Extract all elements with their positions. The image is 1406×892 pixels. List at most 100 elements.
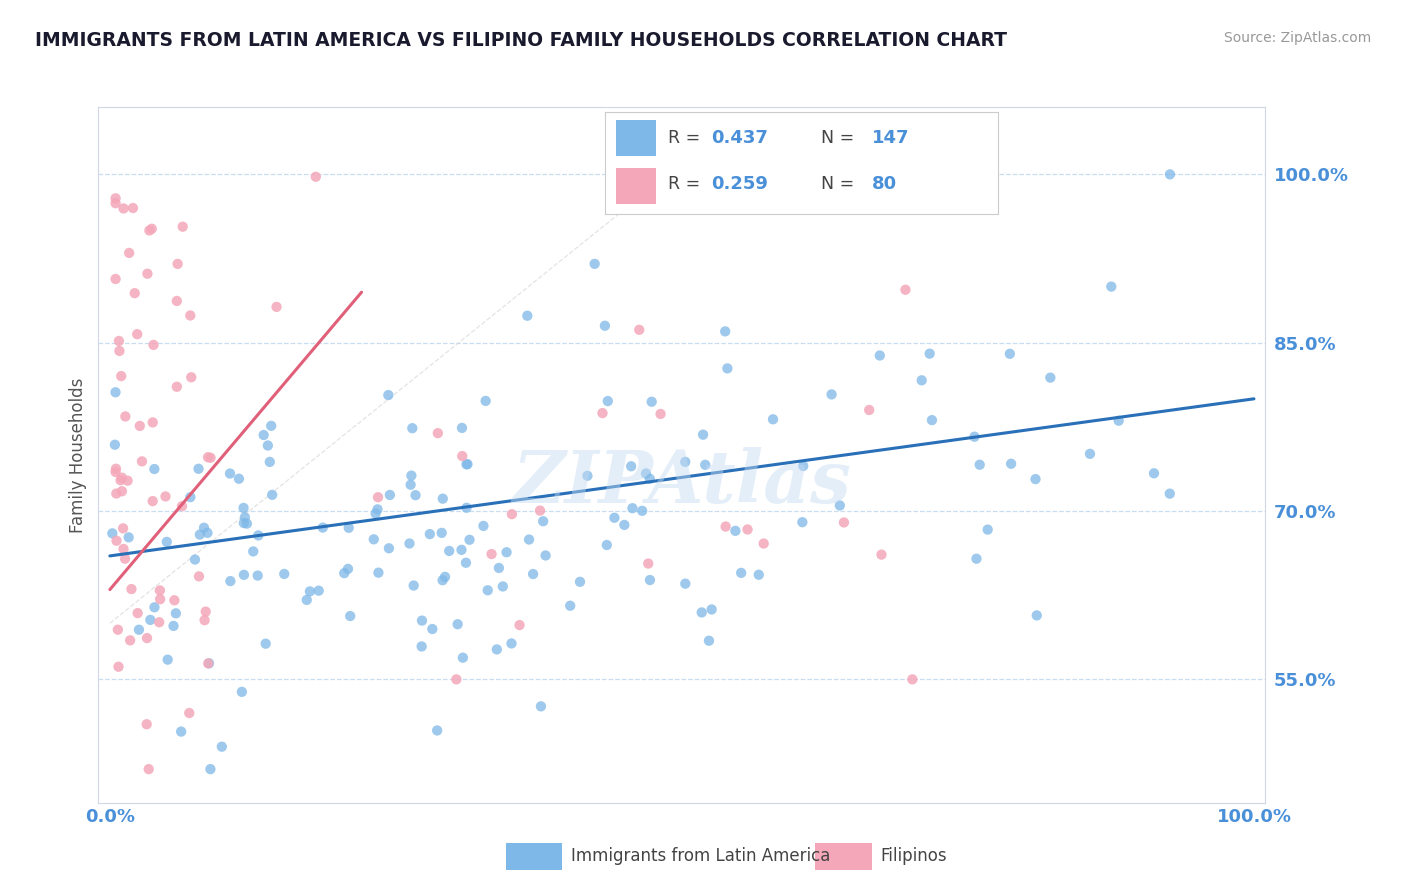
Point [104,385,127,400]
Point [737,523,759,537]
Point [111,484,134,499]
Point [308,583,330,598]
Point [165,607,187,621]
Point [155,490,177,504]
Point [219,467,242,481]
Point [107,659,129,673]
Point [228,472,250,486]
Bar [616,120,655,155]
Point [638,472,661,486]
Point [1159,486,1181,500]
Point [998,347,1021,361]
Text: ZIPAtlas: ZIPAtlas [513,447,851,518]
Text: R =: R = [668,175,706,193]
Point [451,449,474,463]
Point [1039,370,1062,384]
Point [401,421,423,435]
Point [426,426,449,441]
Point [232,500,254,515]
Point [492,579,515,593]
Point [128,419,150,434]
Point [714,324,737,338]
Point [637,557,659,571]
Point [1159,167,1181,181]
Point [198,657,221,671]
Point [501,507,523,521]
Point [120,582,142,596]
Point [1143,467,1166,481]
Point [193,613,215,627]
Point [194,605,217,619]
Point [700,602,723,616]
Point [832,516,855,530]
Point [437,544,460,558]
Text: N =: N = [821,175,860,193]
Point [402,578,425,592]
Point [965,551,987,566]
Point [233,510,256,524]
Point [401,468,423,483]
Point [193,521,215,535]
Point [110,473,132,487]
Point [456,458,478,472]
Point [122,201,145,215]
Point [1099,279,1122,293]
Point [108,343,131,358]
Point [596,538,619,552]
Point [501,636,523,650]
Text: 0.259: 0.259 [711,175,768,193]
Point [451,421,474,435]
Point [858,403,880,417]
Point [517,533,540,547]
Point [333,566,356,581]
Point [530,699,553,714]
Point [104,438,127,452]
Point [236,516,259,531]
Point [398,536,420,550]
Point [188,569,211,583]
Point [112,521,135,535]
Point [596,394,619,409]
Point [650,407,672,421]
Point [1025,608,1047,623]
Point [200,450,222,465]
Point [716,361,738,376]
Point [531,514,554,528]
Point [231,685,253,699]
Point [104,461,127,475]
Point [714,519,737,533]
Point [976,523,998,537]
Point [104,272,127,286]
Point [583,257,606,271]
Point [107,623,129,637]
Text: R =: R = [668,128,706,146]
Point [367,502,389,516]
Point [434,570,457,584]
Point [592,406,614,420]
Point [1108,414,1130,428]
Point [339,609,361,624]
Point [911,373,934,387]
Point [111,470,134,484]
Point [870,548,893,562]
Point [127,606,149,620]
Point [634,467,657,481]
Point [969,458,991,472]
Point [481,547,503,561]
Bar [616,168,655,204]
Point [143,600,166,615]
Point [367,490,389,504]
Point [446,617,468,632]
Point [1078,447,1101,461]
Point [104,191,127,205]
Point [156,653,179,667]
Point [136,631,159,645]
Point [613,517,636,532]
Point [432,574,454,588]
Point [569,574,592,589]
Point [450,542,472,557]
Point [593,318,616,333]
Point [170,724,193,739]
Point [620,459,643,474]
Point [187,462,209,476]
